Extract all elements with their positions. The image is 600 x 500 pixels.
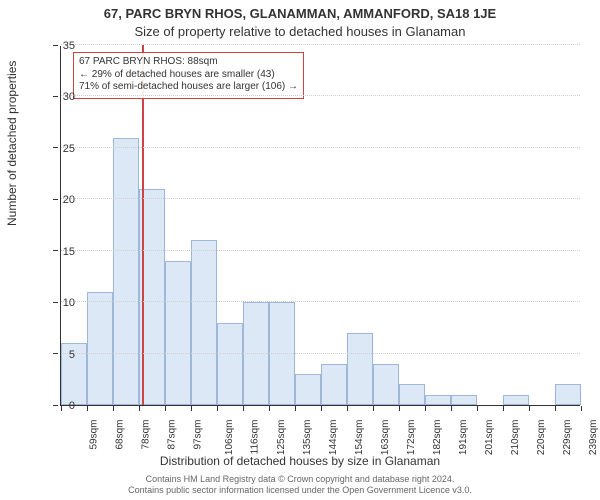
x-tick-label: 154sqm <box>354 420 365 456</box>
y-tick-label: 20 <box>45 194 75 206</box>
histogram-bar <box>269 302 295 405</box>
x-tick-label: 97sqm <box>193 420 204 450</box>
x-tick <box>191 406 192 411</box>
histogram-bar <box>243 302 269 405</box>
annotation-line3: 71% of semi-detached houses are larger (… <box>79 81 298 94</box>
x-tick-label: 182sqm <box>432 420 443 456</box>
bars-layer <box>61 46 580 405</box>
gridline <box>61 198 580 199</box>
histogram-bar <box>373 364 399 405</box>
property-marker-line <box>142 45 144 405</box>
x-tick-label: 106sqm <box>224 420 235 456</box>
x-tick-label: 201sqm <box>484 420 495 456</box>
histogram-bar <box>347 333 373 405</box>
gridline <box>61 301 580 302</box>
x-axis-label: Distribution of detached houses by size … <box>0 454 600 468</box>
x-tick <box>451 406 452 411</box>
x-tick-label: 59sqm <box>89 420 100 450</box>
gridline <box>61 95 580 96</box>
x-tick-label: 239sqm <box>588 420 599 456</box>
x-tick <box>425 406 426 411</box>
x-tick <box>373 406 374 411</box>
y-tick-label: 35 <box>45 40 75 52</box>
histogram-bar <box>451 395 477 405</box>
attribution-line1: Contains HM Land Registry data © Crown c… <box>0 474 600 485</box>
annotation-line1: 67 PARC BRYN RHOS: 88sqm <box>79 56 298 69</box>
y-tick-label: 25 <box>45 143 75 155</box>
x-tick <box>269 406 270 411</box>
x-tick <box>165 406 166 411</box>
x-tick-label: 163sqm <box>380 420 391 456</box>
x-tick-label: 172sqm <box>406 420 417 456</box>
address-title: 67, PARC BRYN RHOS, GLANAMMAN, AMMANFORD… <box>0 6 600 21</box>
histogram-bar <box>165 261 191 405</box>
histogram-bar <box>87 292 113 405</box>
x-tick-label: 116sqm <box>249 420 260 455</box>
x-tick <box>243 406 244 411</box>
y-axis-label: Number of detached properties <box>5 61 19 226</box>
y-tick-label: 5 <box>45 349 75 361</box>
gridline <box>61 353 580 354</box>
histogram-bar <box>555 384 581 405</box>
x-tick <box>555 406 556 411</box>
x-tick-label: 78sqm <box>141 420 152 450</box>
histogram-bar <box>399 384 425 405</box>
x-tick-label: 191sqm <box>458 420 469 456</box>
figure-root: 67, PARC BRYN RHOS, GLANAMMAN, AMMANFORD… <box>0 0 600 500</box>
x-tick-label: 144sqm <box>328 420 339 456</box>
histogram-bar <box>503 395 529 405</box>
x-tick-label: 220sqm <box>536 420 547 456</box>
x-tick <box>295 406 296 411</box>
histogram-bar <box>425 395 451 405</box>
x-tick <box>347 406 348 411</box>
chart-subtitle: Size of property relative to detached ho… <box>0 24 600 39</box>
histogram-bar <box>191 240 217 405</box>
y-tick-label: 10 <box>45 297 75 309</box>
plot-area: 67 PARC BRYN RHOS: 88sqm ← 29% of detach… <box>60 46 580 406</box>
gridline <box>61 147 580 148</box>
gridline <box>61 250 580 251</box>
histogram-bar <box>217 323 243 405</box>
y-tick-label: 0 <box>45 400 75 412</box>
x-tick <box>529 406 530 411</box>
x-tick-label: 68sqm <box>115 420 126 450</box>
gridline <box>61 44 580 45</box>
y-tick-label: 15 <box>45 246 75 258</box>
histogram-bar <box>113 138 139 405</box>
attribution-text: Contains HM Land Registry data © Crown c… <box>0 474 600 497</box>
histogram-bar <box>321 364 347 405</box>
x-tick <box>581 406 582 411</box>
x-tick-label: 229sqm <box>562 420 573 456</box>
x-tick <box>477 406 478 411</box>
attribution-line2: Contains public sector information licen… <box>0 485 600 496</box>
x-tick-label: 87sqm <box>167 420 178 450</box>
x-tick-label: 210sqm <box>510 420 521 456</box>
x-tick <box>321 406 322 411</box>
x-tick-label: 135sqm <box>302 420 313 456</box>
x-tick <box>217 406 218 411</box>
y-tick-label: 30 <box>45 91 75 103</box>
x-tick <box>87 406 88 411</box>
x-tick <box>399 406 400 411</box>
annotation-box: 67 PARC BRYN RHOS: 88sqm ← 29% of detach… <box>73 52 304 99</box>
x-tick <box>113 406 114 411</box>
histogram-bar <box>295 374 321 405</box>
annotation-line2: ← 29% of detached houses are smaller (43… <box>79 69 298 82</box>
x-tick-label: 125sqm <box>276 420 287 456</box>
x-tick <box>503 406 504 411</box>
x-tick <box>139 406 140 411</box>
